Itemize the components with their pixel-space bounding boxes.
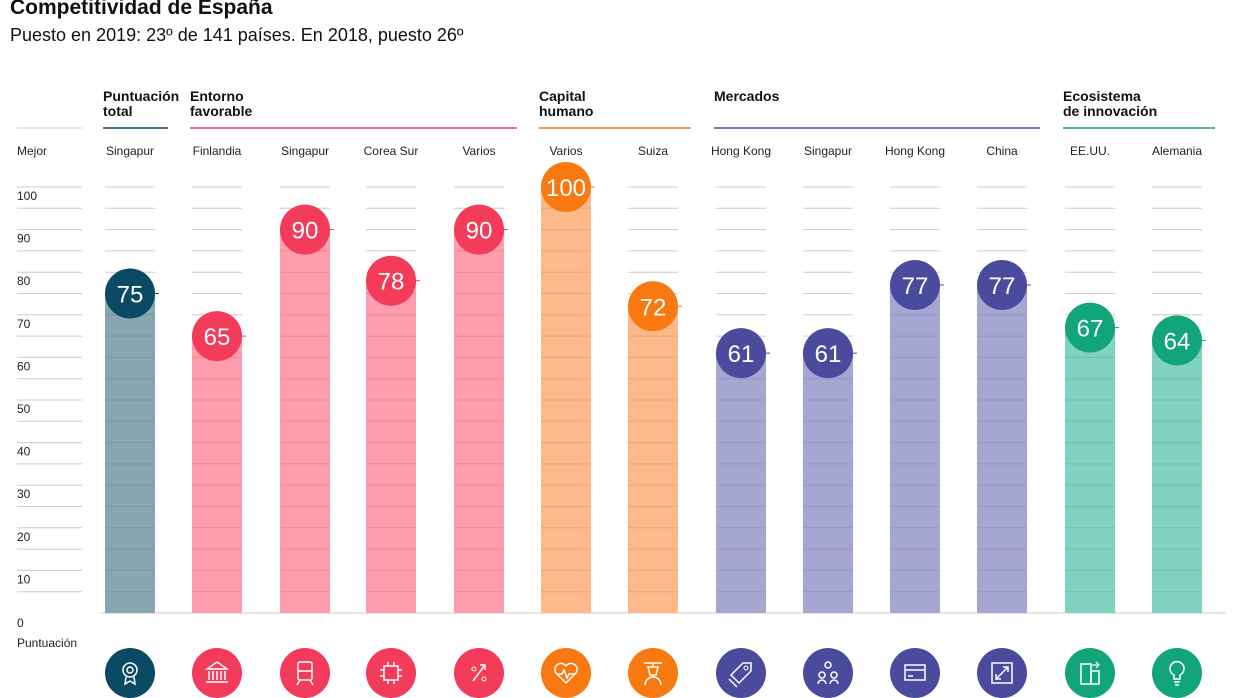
y-tick-label: 70	[17, 317, 31, 331]
bar	[454, 229, 504, 613]
value-marker	[105, 268, 155, 319]
y-label-bottom: Puntuación	[17, 636, 77, 650]
value-marker	[890, 259, 940, 310]
group-label: de innovación	[1063, 103, 1157, 119]
group-label: Mercados	[714, 88, 780, 104]
value-label: 75	[117, 282, 144, 309]
value-label: 90	[292, 218, 319, 245]
group-label: Puntuación	[103, 88, 179, 104]
y-tick-label: 100	[17, 189, 37, 203]
people-icon	[803, 648, 853, 698]
category-label: Alemania	[1152, 144, 1202, 158]
group-label: Entorno	[190, 88, 244, 104]
value-label: 72	[640, 294, 667, 321]
graduate-icon	[628, 648, 678, 698]
category-label: EE.UU.	[1070, 144, 1110, 158]
icon-circle	[1065, 648, 1115, 698]
bar	[890, 284, 940, 613]
buildings-icon	[1065, 648, 1115, 698]
bar	[541, 187, 591, 613]
category-label: Singapur	[281, 144, 329, 158]
y-tick-label: 50	[17, 402, 31, 416]
bar	[716, 353, 766, 613]
value-label: 100	[546, 175, 586, 202]
icon-circle	[716, 648, 766, 698]
credit-card-icon	[890, 648, 940, 698]
price-tag-icon	[716, 648, 766, 698]
y-tick-label: 0	[17, 616, 24, 630]
expand-icon	[977, 648, 1027, 698]
value-marker	[977, 259, 1027, 310]
award-icon	[105, 648, 155, 698]
bar	[280, 229, 330, 613]
icon-circle	[366, 648, 416, 698]
group-label: favorable	[190, 103, 252, 119]
value-label: 64	[1164, 328, 1191, 355]
value-marker	[366, 255, 416, 306]
category-label: Suiza	[638, 144, 668, 158]
train-icon	[280, 648, 330, 698]
category-label: Corea Sur	[364, 144, 419, 158]
bar	[366, 280, 416, 613]
value-label: 77	[989, 273, 1016, 300]
category-label: Singapur	[106, 144, 154, 158]
value-marker	[1065, 302, 1115, 353]
bar	[803, 353, 853, 613]
y-tick-label: 90	[17, 232, 31, 246]
icon-circle	[280, 648, 330, 698]
category-label: Varios	[549, 144, 582, 158]
chip-icon	[366, 648, 416, 698]
icon-circle	[541, 648, 591, 698]
value-label: 67	[1077, 316, 1104, 343]
value-marker	[716, 328, 766, 379]
category-label: Finlandia	[193, 144, 242, 158]
y-tick-label: 60	[17, 359, 31, 373]
value-marker	[541, 162, 591, 212]
value-label: 61	[728, 341, 755, 368]
icon-circle	[1152, 648, 1202, 698]
icon-circle	[890, 648, 940, 698]
bar	[977, 284, 1027, 613]
value-label: 61	[815, 341, 842, 368]
bar	[105, 293, 155, 613]
y-tick-label: 10	[17, 572, 31, 586]
bar	[192, 336, 242, 613]
y-tick-label: 80	[17, 274, 31, 288]
y-tick-label: 40	[17, 445, 31, 459]
value-label: 78	[378, 269, 405, 296]
bar	[1065, 327, 1115, 613]
heart-pulse-icon	[541, 648, 591, 698]
group-label: total	[103, 103, 133, 119]
group-label: Ecosistema	[1063, 88, 1141, 104]
category-label: Hong Kong	[711, 144, 771, 158]
chart-title: Competitividad de España	[10, 0, 273, 19]
category-label: Hong Kong	[885, 144, 945, 158]
category-label: Singapur	[804, 144, 852, 158]
value-marker	[628, 281, 678, 332]
bar	[1152, 340, 1202, 613]
value-marker	[192, 311, 242, 362]
value-label: 90	[466, 218, 493, 245]
icon-circle	[803, 648, 853, 698]
y-label-top: Mejor	[17, 144, 47, 158]
icon-circle	[628, 648, 678, 698]
value-label: 65	[204, 324, 231, 351]
value-label: 77	[902, 273, 929, 300]
value-marker	[280, 204, 330, 255]
group-label: Capital	[539, 88, 586, 104]
category-label: Varios	[462, 144, 495, 158]
institution-icon	[192, 648, 242, 698]
y-tick-label: 20	[17, 530, 31, 544]
value-marker	[454, 204, 504, 255]
y-tick-label: 30	[17, 487, 31, 501]
group-label: humano	[539, 103, 593, 119]
category-label: China	[986, 144, 1018, 158]
value-marker	[1152, 315, 1202, 366]
chart-subtitle: Puesto en 2019: 23º de 141 países. En 20…	[10, 25, 464, 45]
value-marker	[803, 328, 853, 379]
lightbulb-icon	[1152, 648, 1202, 698]
percent-icon	[454, 648, 504, 698]
bar	[628, 306, 678, 613]
